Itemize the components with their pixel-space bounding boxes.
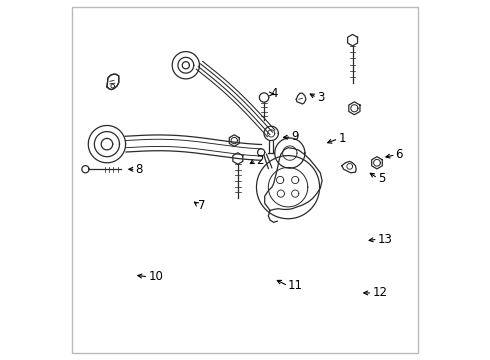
Text: 4: 4 (270, 87, 278, 100)
Text: 1: 1 (338, 132, 346, 145)
Text: 11: 11 (288, 279, 303, 292)
Text: 3: 3 (317, 91, 324, 104)
Polygon shape (107, 74, 119, 90)
Text: 13: 13 (378, 233, 392, 246)
Text: 7: 7 (198, 199, 206, 212)
Text: 12: 12 (372, 287, 387, 300)
Text: 6: 6 (395, 148, 403, 161)
Text: 2: 2 (256, 154, 263, 167)
Text: 9: 9 (292, 130, 299, 144)
Text: 8: 8 (136, 163, 143, 176)
Text: 5: 5 (378, 172, 385, 185)
Text: 10: 10 (148, 270, 163, 283)
